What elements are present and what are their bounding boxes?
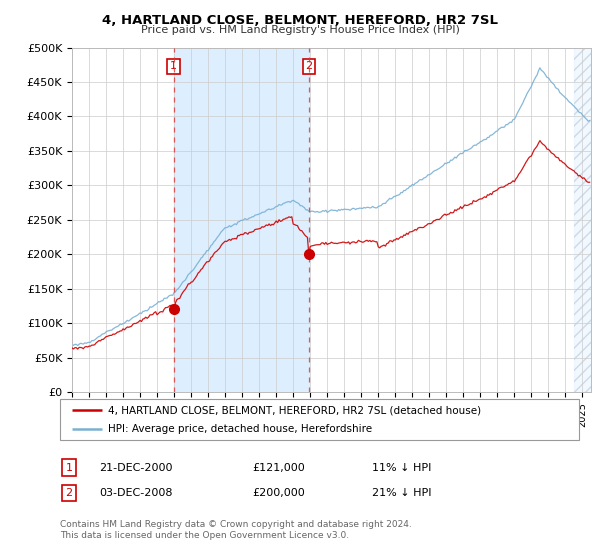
Text: Price paid vs. HM Land Registry's House Price Index (HPI): Price paid vs. HM Land Registry's House …	[140, 25, 460, 35]
Text: 1: 1	[65, 463, 73, 473]
Bar	[173, 48, 309, 392]
Text: Contains HM Land Registry data © Crown copyright and database right 2024.
This d: Contains HM Land Registry data © Crown c…	[60, 520, 412, 540]
Text: 2: 2	[305, 62, 313, 71]
Bar	[574, 48, 591, 392]
Text: 21% ↓ HPI: 21% ↓ HPI	[372, 488, 431, 498]
Text: HPI: Average price, detached house, Herefordshire: HPI: Average price, detached house, Here…	[108, 424, 372, 435]
Text: 1: 1	[170, 62, 177, 71]
Bar	[574, 48, 591, 392]
Text: 21-DEC-2000: 21-DEC-2000	[99, 463, 173, 473]
Text: 4, HARTLAND CLOSE, BELMONT, HEREFORD, HR2 7SL (detached house): 4, HARTLAND CLOSE, BELMONT, HEREFORD, HR…	[108, 405, 481, 415]
Text: 11% ↓ HPI: 11% ↓ HPI	[372, 463, 431, 473]
Text: £200,000: £200,000	[252, 488, 305, 498]
Text: 4, HARTLAND CLOSE, BELMONT, HEREFORD, HR2 7SL: 4, HARTLAND CLOSE, BELMONT, HEREFORD, HR…	[102, 14, 498, 27]
Text: 2: 2	[65, 488, 73, 498]
Text: 03-DEC-2008: 03-DEC-2008	[99, 488, 173, 498]
Text: £121,000: £121,000	[252, 463, 305, 473]
